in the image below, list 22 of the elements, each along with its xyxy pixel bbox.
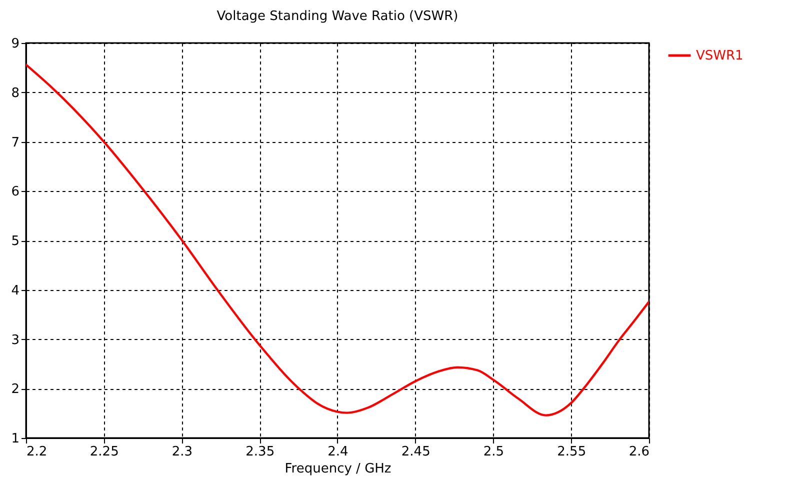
y-tick-label: 6 <box>11 184 20 200</box>
chart-title: Voltage Standing Wave Ratio (VSWR) <box>216 9 458 24</box>
x-tick-label: 2.4 <box>328 444 348 460</box>
y-tick-label: 9 <box>11 36 20 52</box>
x-tick-label: 2.45 <box>401 444 430 460</box>
x-tick-label: 2.55 <box>557 444 586 460</box>
x-axis-title: Frequency / GHz <box>284 462 392 476</box>
y-tick-label: 1 <box>11 432 20 446</box>
y-tick-label: 5 <box>11 234 20 249</box>
line-series <box>26 64 649 416</box>
x-tick-label: 2.3 <box>172 444 193 460</box>
x-tick-label: 2.2 <box>26 444 48 460</box>
legend-label: VSWR1 <box>696 48 744 64</box>
x-tick-label: 2.5 <box>483 444 504 460</box>
y-tick-label: 4 <box>11 283 20 298</box>
y-tick-label: 8 <box>11 86 20 101</box>
y-tick-label: 3 <box>11 332 20 348</box>
x-tick-label: 2.6 <box>628 444 650 460</box>
y-tick-label: 2 <box>11 382 20 398</box>
x-tick-label: 2.25 <box>90 444 119 460</box>
y-tick-label: 7 <box>11 135 20 150</box>
x-tick-label: 2.35 <box>246 444 275 460</box>
